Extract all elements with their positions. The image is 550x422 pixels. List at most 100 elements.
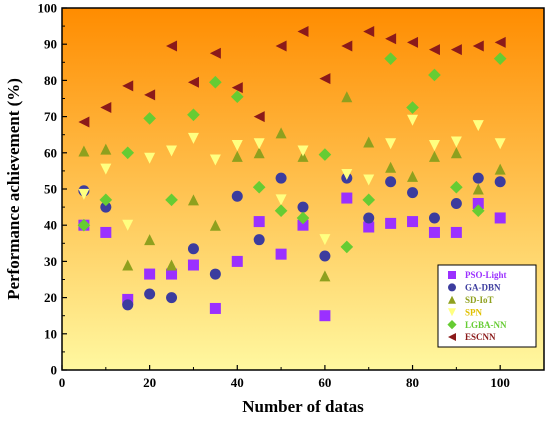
data-point bbox=[253, 138, 265, 150]
data-point bbox=[187, 194, 199, 206]
data-point bbox=[166, 259, 178, 271]
data-point bbox=[231, 140, 243, 152]
data-point bbox=[341, 40, 353, 52]
legend-item: ESCNN bbox=[448, 332, 496, 342]
data-point bbox=[385, 33, 397, 45]
legend-item: LGBA-NN bbox=[447, 320, 507, 330]
y-tick-label: 90 bbox=[44, 37, 57, 52]
data-point bbox=[428, 68, 441, 82]
data-point bbox=[471, 204, 485, 218]
data-point bbox=[472, 40, 484, 52]
data-point bbox=[341, 192, 353, 204]
legend-item: GA-DBN bbox=[448, 283, 501, 293]
data-point bbox=[340, 240, 354, 254]
data-point bbox=[231, 255, 243, 267]
data-point bbox=[319, 270, 331, 282]
data-point bbox=[143, 112, 156, 125]
legend-marker bbox=[448, 295, 456, 304]
data-point bbox=[275, 248, 287, 260]
data-point bbox=[450, 136, 462, 148]
data-point bbox=[494, 212, 506, 224]
data-point bbox=[231, 82, 243, 94]
y-axis-title: Performance achievement (%) bbox=[4, 78, 23, 300]
data-point bbox=[494, 176, 506, 188]
data-point bbox=[209, 47, 221, 59]
data-point bbox=[341, 169, 353, 181]
data-point bbox=[275, 194, 287, 206]
data-point bbox=[209, 302, 221, 314]
data-point bbox=[121, 146, 135, 160]
data-point bbox=[297, 219, 309, 231]
data-point bbox=[341, 91, 353, 103]
data-point bbox=[100, 163, 112, 175]
data-point bbox=[231, 150, 243, 162]
data-point bbox=[297, 201, 309, 213]
data-point bbox=[407, 170, 419, 182]
data-point bbox=[385, 138, 397, 150]
y-tick-label: 70 bbox=[44, 109, 57, 124]
series-sd-iot bbox=[78, 91, 506, 282]
legend-label: LGBA-NN bbox=[465, 320, 507, 330]
data-point bbox=[100, 102, 112, 114]
y-tick-label: 60 bbox=[44, 145, 57, 160]
data-point bbox=[319, 310, 331, 322]
data-marks bbox=[77, 26, 507, 322]
data-point bbox=[144, 288, 156, 300]
data-point bbox=[450, 226, 462, 238]
x-axis-title: Number of datas bbox=[242, 397, 364, 416]
legend-item: SD-IoT bbox=[448, 295, 494, 305]
y-tick-label: 50 bbox=[44, 182, 57, 197]
data-point bbox=[78, 116, 90, 128]
data-point bbox=[252, 180, 266, 194]
data-point bbox=[187, 108, 200, 122]
data-point bbox=[231, 190, 243, 202]
data-point bbox=[362, 193, 376, 207]
data-point bbox=[209, 154, 221, 166]
data-point bbox=[253, 111, 265, 123]
data-point bbox=[253, 216, 265, 228]
data-point bbox=[100, 143, 112, 155]
data-point bbox=[122, 299, 134, 311]
series-spn bbox=[78, 114, 506, 246]
data-point bbox=[78, 188, 90, 200]
legend-marker bbox=[448, 308, 456, 317]
data-point bbox=[407, 216, 419, 228]
data-point bbox=[450, 147, 462, 159]
legend-marker bbox=[448, 271, 456, 279]
data-point bbox=[450, 44, 462, 56]
data-point bbox=[472, 197, 484, 209]
data-point bbox=[406, 101, 419, 114]
y-tick-label: 100 bbox=[38, 1, 58, 16]
data-point bbox=[318, 148, 332, 161]
data-point bbox=[297, 145, 309, 157]
data-point bbox=[78, 145, 90, 157]
data-point bbox=[187, 132, 199, 144]
data-point bbox=[144, 268, 156, 280]
data-point bbox=[385, 217, 397, 229]
data-point bbox=[253, 234, 265, 246]
data-point bbox=[407, 36, 419, 48]
data-point bbox=[275, 172, 287, 184]
x-tick-label: 0 bbox=[59, 375, 66, 390]
data-point bbox=[122, 219, 134, 231]
data-point bbox=[363, 136, 375, 148]
data-point bbox=[472, 183, 484, 195]
data-point bbox=[472, 172, 484, 184]
data-point bbox=[209, 268, 221, 280]
data-point bbox=[166, 145, 178, 157]
legend-item: PSO-Light bbox=[448, 270, 507, 280]
data-point bbox=[472, 120, 484, 132]
y-tick-label: 20 bbox=[44, 290, 57, 305]
series-escnn bbox=[78, 26, 506, 128]
data-point bbox=[166, 268, 178, 280]
data-point bbox=[428, 44, 440, 56]
legend-label: PSO-Light bbox=[465, 270, 507, 280]
data-point bbox=[209, 75, 222, 89]
data-point bbox=[494, 36, 506, 48]
data-point bbox=[363, 174, 375, 186]
y-tick-label: 80 bbox=[44, 73, 57, 88]
x-tick-label: 40 bbox=[231, 375, 244, 390]
legend-marker bbox=[448, 333, 456, 341]
data-point bbox=[275, 40, 287, 52]
